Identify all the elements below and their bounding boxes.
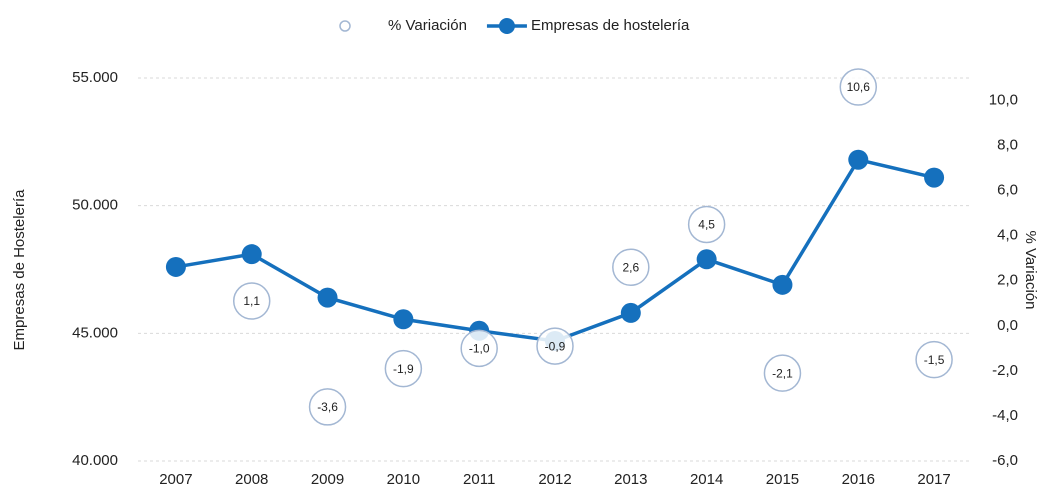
y2-tick-label: 2,0 xyxy=(997,272,1018,289)
x-tick-label: 2009 xyxy=(311,471,344,488)
line-marker xyxy=(772,274,793,295)
x-tick-label: 2013 xyxy=(614,471,647,488)
line-marker xyxy=(696,249,717,270)
legend-marker xyxy=(498,18,515,34)
y2-tick-label: 0,0 xyxy=(997,317,1018,334)
y-axis-label: Empresas de Hostelería xyxy=(11,189,28,351)
y2-tick-label: -2,0 xyxy=(992,362,1018,379)
x-tick-label: 2017 xyxy=(917,471,950,488)
y-tick-label: 45.000 xyxy=(72,324,118,341)
variation-bubble xyxy=(232,282,271,320)
line-marker xyxy=(317,287,338,308)
x-tick-label: 2015 xyxy=(766,471,799,488)
variation-bubble xyxy=(384,349,423,388)
y2-tick-label: 8,0 xyxy=(997,137,1018,154)
line-marker xyxy=(393,309,414,330)
series-line xyxy=(175,157,935,343)
data-label: -2,1 xyxy=(772,366,793,380)
variation-bubble xyxy=(308,388,347,426)
data-label: -3,6 xyxy=(317,400,338,414)
x-tick-label: 2011 xyxy=(463,471,495,488)
variation-bubble xyxy=(460,329,498,368)
y2-axis-label: % Variación xyxy=(1022,231,1039,310)
legend-label: Empresas de hostelería xyxy=(531,17,690,34)
variation-bubble xyxy=(687,205,726,244)
line-marker xyxy=(165,256,186,277)
y2-tick-label: 4,0 xyxy=(997,227,1018,244)
variation-bubble xyxy=(915,340,953,379)
y2-tick-label: 10,0 xyxy=(989,91,1018,108)
legend-marker xyxy=(339,20,351,32)
x-tick-label: 2014 xyxy=(690,471,723,488)
variation-bubble xyxy=(612,248,650,286)
line-marker xyxy=(924,167,945,188)
x-tick-label: 2010 xyxy=(387,471,420,488)
data-label: 2,6 xyxy=(622,260,639,274)
line-marker xyxy=(241,244,262,265)
x-tick-label: 2016 xyxy=(842,471,875,488)
line-marker xyxy=(848,149,869,170)
y2-tick-label: -4,0 xyxy=(992,407,1018,424)
y-tick-label: 50.000 xyxy=(72,197,118,214)
data-label: -1,9 xyxy=(393,362,414,376)
data-label: -1,0 xyxy=(469,342,490,356)
data-label: -1,5 xyxy=(924,353,945,367)
legend-label: % Variación xyxy=(388,17,467,34)
variation-bubble xyxy=(839,68,878,106)
x-tick-label: 2007 xyxy=(159,471,192,488)
data-label: -0,9 xyxy=(545,339,566,353)
y-tick-label: 55.000 xyxy=(72,69,118,86)
variation-bubble xyxy=(536,327,574,365)
variation-bubble xyxy=(763,354,802,392)
y2-tick-label: -6,0 xyxy=(992,452,1018,469)
y2-tick-label: 6,0 xyxy=(997,182,1018,199)
line-marker xyxy=(620,302,641,323)
x-tick-label: 2012 xyxy=(538,471,571,488)
data-label: 4,5 xyxy=(698,218,715,232)
x-tick-label: 2008 xyxy=(235,471,268,488)
y-tick-label: 40.000 xyxy=(72,452,118,469)
data-label: 10,6 xyxy=(847,80,871,94)
data-label: 1,1 xyxy=(243,294,260,308)
